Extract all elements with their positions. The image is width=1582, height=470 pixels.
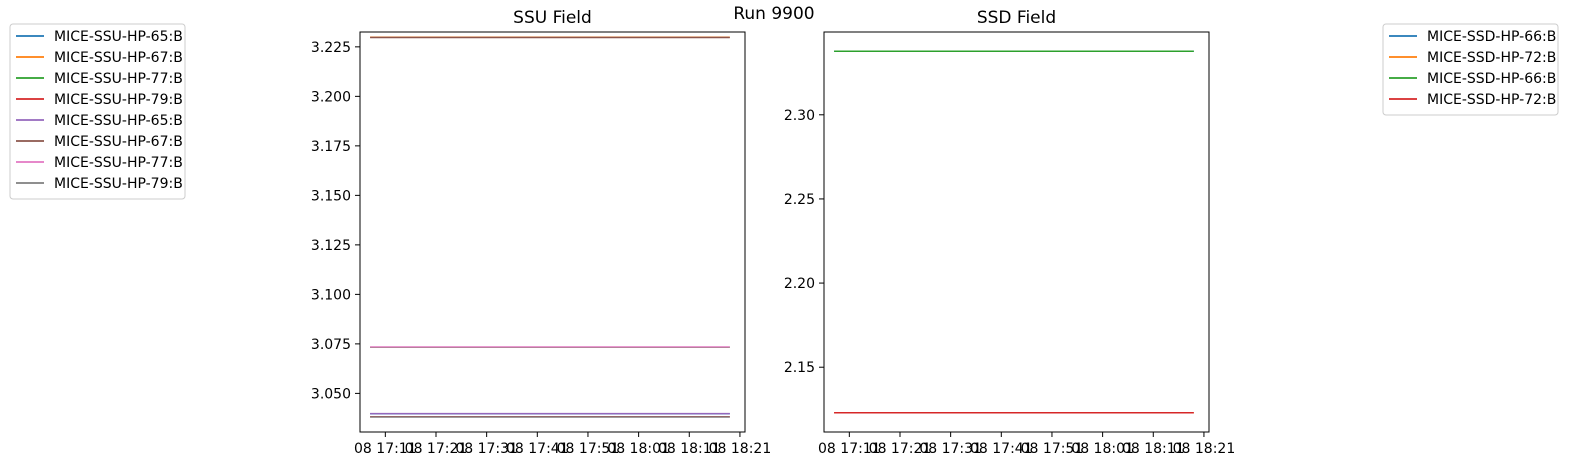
x-tick-label: 08 18:01 <box>607 441 670 457</box>
legend-label: MICE-SSU-HP-77:B <box>54 155 183 171</box>
x-tick-label: 08 17:21 <box>405 441 468 457</box>
x-tick-label: 08 18:01 <box>1071 441 1134 457</box>
legend-label: MICE-SSU-HP-67:B <box>54 50 183 66</box>
axes-frame <box>823 31 1210 433</box>
y-tick-label: 3.200 <box>311 89 351 105</box>
x-tick-label: 08 17:51 <box>557 441 620 457</box>
x-tick-label: 08 18:21 <box>709 441 772 457</box>
y-tick-label: 3.225 <box>311 40 351 56</box>
legend-label: MICE-SSD-HP-72:B <box>1427 50 1556 66</box>
x-tick-label: 08 17:51 <box>1021 441 1084 457</box>
y-tick-label: 3.075 <box>311 337 351 353</box>
legend-label: MICE-SSD-HP-66:B <box>1427 29 1556 45</box>
y-tick-label: 3.050 <box>311 386 351 402</box>
legend-label: MICE-SSD-HP-66:B <box>1427 71 1556 87</box>
y-tick-label: 2.15 <box>784 360 815 376</box>
legend-label: MICE-SSU-HP-67:B <box>54 134 183 150</box>
x-tick-label: 08 18:21 <box>1173 441 1236 457</box>
x-tick-label: 08 17:31 <box>455 441 518 457</box>
figure-title: Run 9900 <box>733 4 814 24</box>
axes-frame <box>359 31 746 433</box>
x-tick-label: 08 18:11 <box>658 441 721 457</box>
ssu-field-chart: SSU Field 3.050 3.075 3.100 3.125 3.150 3.175 3… <box>311 8 771 457</box>
x-tick-label: 08 17:21 <box>869 441 932 457</box>
x-tick-label: 08 17:11 <box>818 441 881 457</box>
legend-box <box>1382 23 1559 116</box>
legend-label: MICE-SSU-HP-79:B <box>54 176 183 192</box>
y-tick-label: 3.175 <box>311 139 351 155</box>
legend-box <box>9 23 186 200</box>
ssu-legend: MICE-SSU-HP-65:B MICE-SSU-HP-67:B MICE-SSU… <box>9 23 186 200</box>
legend-label: MICE-SSU-HP-65:B <box>54 113 183 129</box>
x-tick-label: 08 18:11 <box>1122 441 1185 457</box>
y-tick-label: 3.100 <box>311 287 351 303</box>
legend-label: MICE-SSU-HP-65:B <box>54 29 183 45</box>
y-tick-label: 3.125 <box>311 238 351 254</box>
chart-title: SSU Field <box>513 8 592 28</box>
x-tick-label: 08 17:11 <box>354 441 417 457</box>
y-tick-label: 2.25 <box>784 192 815 208</box>
y-tick-label: 2.30 <box>784 108 815 124</box>
x-tick-label: 08 17:41 <box>506 441 569 457</box>
legend-label: MICE-SSU-HP-79:B <box>54 92 183 108</box>
y-tick-label: 3.150 <box>311 188 351 204</box>
x-tick-label: 08 17:31 <box>919 441 982 457</box>
x-tick-label: 08 17:41 <box>970 441 1033 457</box>
legend-label: MICE-SSD-HP-72:B <box>1427 92 1556 108</box>
ssd-legend: MICE-SSD-HP-66:B MICE-SSD-HP-72:B MICE-SSD… <box>1382 23 1559 116</box>
legend-label: MICE-SSU-HP-77:B <box>54 71 183 87</box>
y-tick-label: 2.20 <box>784 276 815 292</box>
chart-title: SSD Field <box>977 8 1056 28</box>
